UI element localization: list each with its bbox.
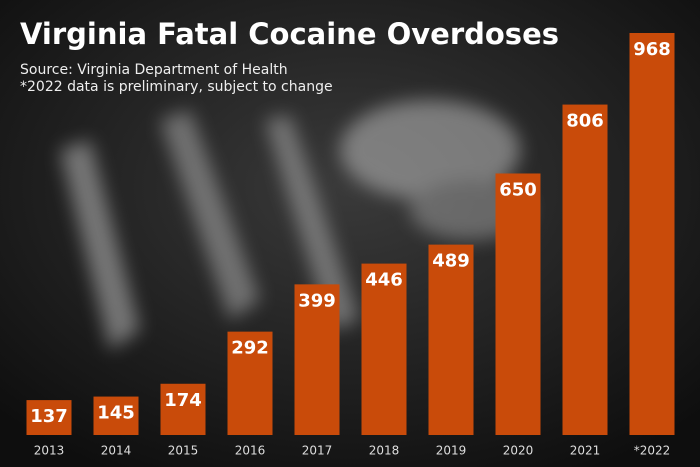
bar <box>93 396 139 435</box>
x-tick-label: 2016 <box>235 444 266 458</box>
value-label: 968 <box>633 39 671 60</box>
x-tick-label: 2021 <box>570 444 601 458</box>
x-tick-label: 2018 <box>369 444 400 458</box>
x-tick-label: 2014 <box>101 444 132 458</box>
bar <box>160 383 206 435</box>
x-tick-label: 2019 <box>436 444 467 458</box>
x-tick-label: *2022 <box>634 444 671 458</box>
note: *2022 data is preliminary, subject to ch… <box>20 79 333 95</box>
bar <box>562 104 608 436</box>
x-tick-label: 2017 <box>302 444 333 458</box>
value-label: 399 <box>298 290 336 311</box>
x-tick-label: 2013 <box>34 444 65 458</box>
bar <box>428 244 474 435</box>
subtitle: Source: Virginia Department of Health <box>20 62 288 78</box>
bar <box>227 331 273 435</box>
value-label: 489 <box>432 251 470 272</box>
bar <box>361 263 407 435</box>
bar <box>495 173 541 435</box>
bar <box>294 284 340 435</box>
x-tick-label: 2015 <box>168 444 199 458</box>
value-label: 174 <box>164 390 202 411</box>
x-tick-label: 2020 <box>503 444 534 458</box>
value-label: 145 <box>97 403 135 424</box>
bar <box>629 33 675 435</box>
value-label: 446 <box>365 270 403 291</box>
value-label: 650 <box>499 179 537 200</box>
value-label: 292 <box>231 338 269 359</box>
bar <box>26 400 72 435</box>
value-label: 137 <box>30 406 68 427</box>
chart-title: Virginia Fatal Cocaine Overdoses <box>20 17 559 51</box>
value-label: 806 <box>566 111 604 132</box>
